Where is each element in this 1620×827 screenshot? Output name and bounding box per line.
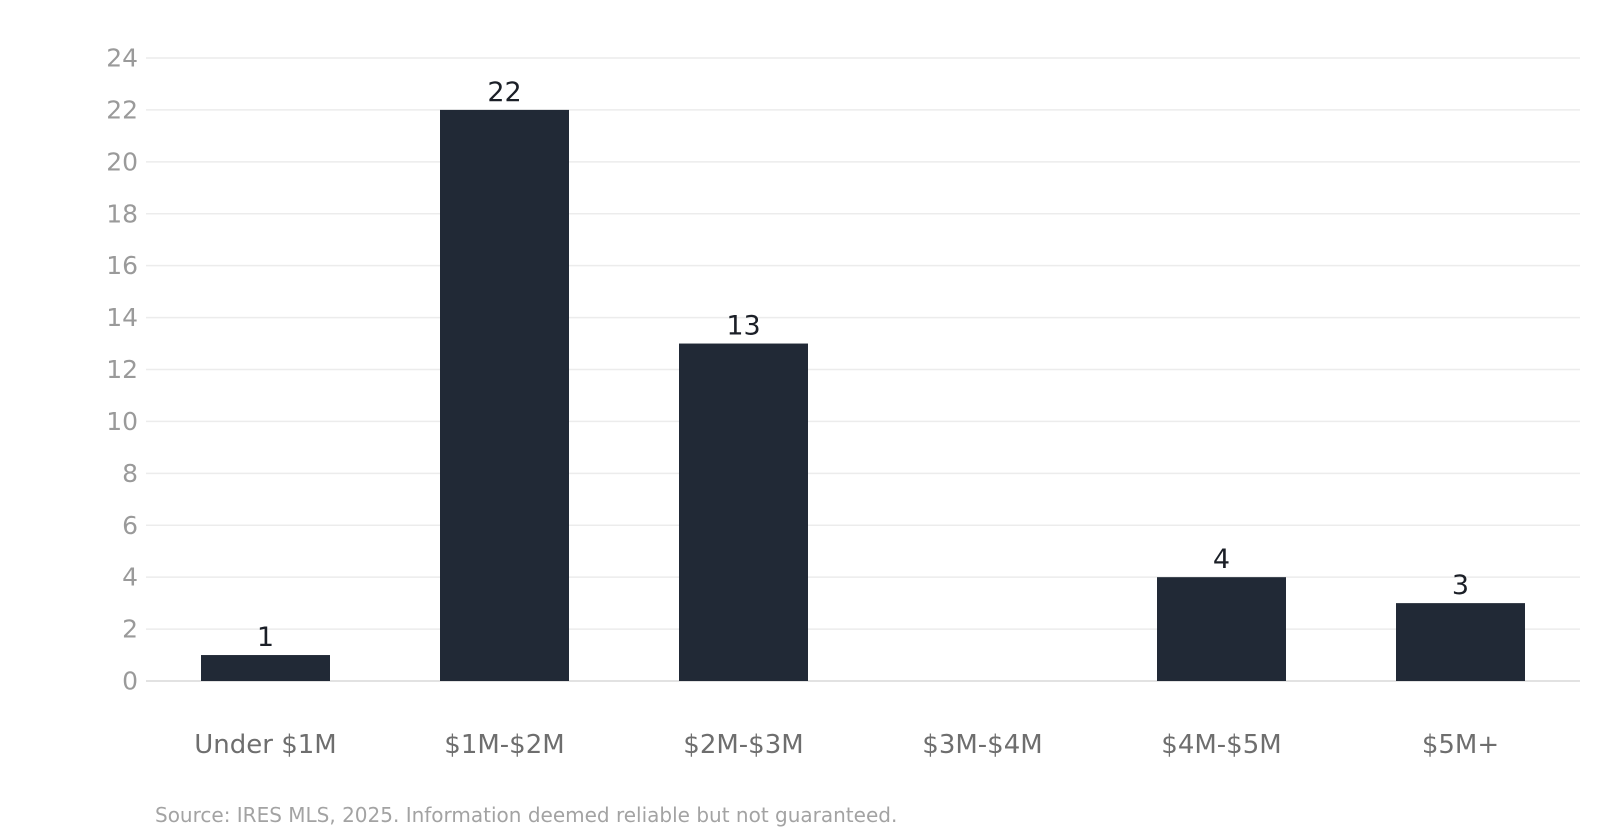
source-note: Source: IRES MLS, 2025. Information deem… [155, 803, 898, 827]
y-tick-label: 24 [106, 44, 138, 73]
x-tick-label: $5M+ [1422, 730, 1499, 760]
y-tick-label: 0 [122, 667, 138, 696]
y-tick-label: 12 [106, 355, 138, 384]
bar [440, 109, 569, 681]
gridlines [146, 57, 1580, 682]
bar-data-label: 22 [487, 77, 521, 108]
x-axis-ticks: Under $1M $1M-$2M $2M-$3M $3M-$4M $4M-$5M $5M… [194, 730, 1499, 760]
bar-data-label: 4 [1213, 544, 1230, 575]
x-tick-label: $1M-$2M [444, 730, 564, 760]
y-tick-label: 14 [106, 303, 138, 332]
y-tick-label: 22 [106, 95, 138, 124]
bar-data-label: 13 [726, 311, 760, 342]
y-tick-label: 2 [122, 615, 138, 644]
x-tick-label: $3M-$4M [922, 730, 1042, 760]
data-labels: 1 22 13 4 3 [257, 77, 1469, 653]
y-tick-label: 4 [122, 563, 138, 592]
y-tick-label: 16 [106, 251, 138, 280]
x-tick-label: Under $1M [194, 730, 336, 760]
bar-data-label: 1 [257, 622, 274, 653]
y-tick-label: 20 [106, 147, 138, 176]
y-tick-label: 18 [106, 199, 138, 228]
y-tick-label: 10 [106, 407, 138, 436]
bar [1396, 603, 1525, 681]
y-tick-label: 6 [122, 511, 138, 540]
bar [679, 343, 808, 681]
bar-data-label: 3 [1452, 570, 1469, 601]
bars [201, 109, 1525, 681]
bar [1157, 577, 1286, 681]
bar [201, 655, 330, 681]
x-tick-label: $2M-$3M [683, 730, 803, 760]
x-tick-label: $4M-$5M [1161, 730, 1281, 760]
y-tick-label: 8 [122, 459, 138, 488]
